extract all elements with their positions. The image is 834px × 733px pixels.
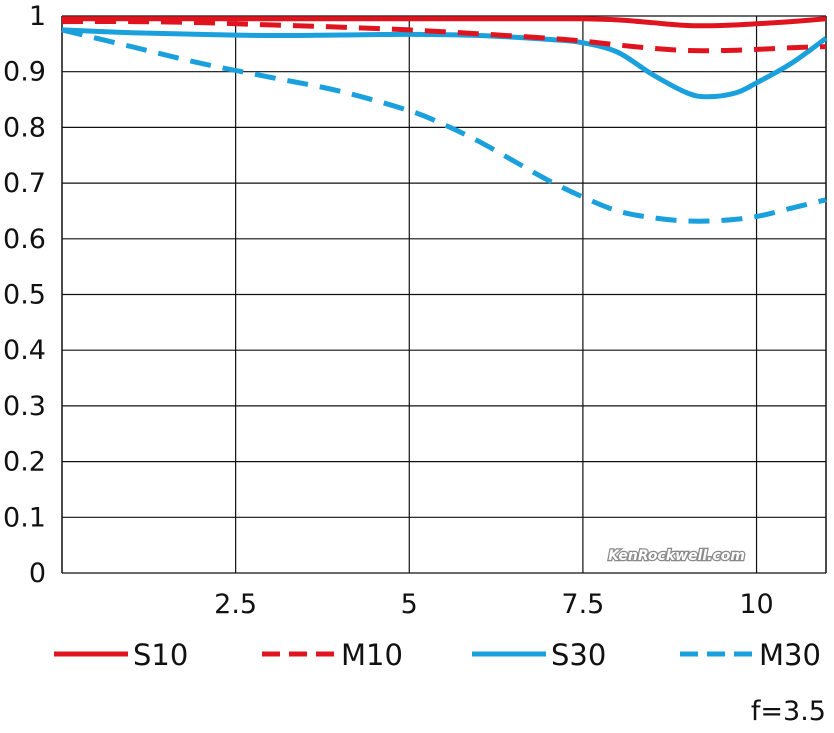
x-tick-label: 7.5: [561, 589, 604, 620]
series-line-m10: [61, 18, 827, 54]
y-tick-label: 0.3: [3, 391, 46, 422]
grid-layer: [61, 15, 827, 574]
legend-label-m10: M10: [341, 638, 403, 672]
y-tick-label: 0.6: [3, 224, 46, 255]
series-layer: [61, 16, 828, 224]
series-line-s10: [62, 16, 827, 29]
footnote-layer: f=3.5: [751, 696, 826, 727]
y-tick-label: 0.7: [3, 168, 46, 199]
aperture-note: f=3.5: [751, 696, 826, 727]
series-line-s30: [61, 27, 828, 100]
y-tick-label: 0.5: [3, 280, 46, 311]
legend-layer: S10 M10 S30 M30: [54, 638, 821, 672]
x-tick-label: 5: [401, 589, 418, 620]
y-tick-label: 0.2: [3, 447, 46, 478]
y-tick-label: 0.8: [3, 112, 46, 143]
legend-label-s10: S10: [133, 638, 188, 672]
series-line-m30: [61, 27, 827, 224]
y-tick-label: 0: [29, 558, 46, 589]
watermark-layer: KenRockwell.com: [607, 547, 746, 566]
y-tick-label: 0.4: [3, 335, 46, 366]
x-tick-label: 2.5: [214, 589, 257, 620]
legend-label-m30: M30: [759, 638, 821, 672]
watermark-text: KenRockwell.com: [608, 548, 745, 564]
y-tick-label: 0.9: [3, 57, 46, 88]
y-tick-label: 1: [29, 1, 46, 32]
axis-labels-layer: 0 0.1 0.2 0.3 0.4 0.5 0.6 0.7 0.8 0.9 1 2.5 5 7.5 10: [3, 1, 774, 620]
x-tick-label: 10: [739, 589, 773, 620]
legend-label-s30: S30: [551, 638, 606, 672]
y-tick-label: 0.1: [3, 502, 46, 533]
